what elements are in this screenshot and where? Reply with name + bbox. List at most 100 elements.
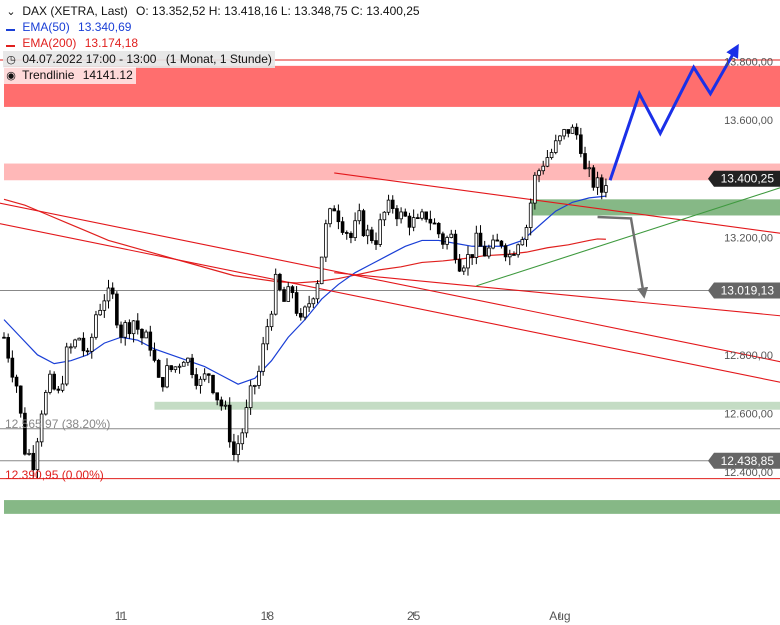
candle-body-69 <box>290 286 295 293</box>
candle-body-73 <box>307 303 311 308</box>
candle-body-43 <box>181 361 186 367</box>
legend-period-row: ◷ 04.07.2022 17:00 - 13:00 (1 Monat, 1 S… <box>3 50 423 68</box>
candle-body-10 <box>44 391 48 415</box>
candle-body-100 <box>420 211 424 219</box>
clock-icon: ◷ <box>6 53 16 66</box>
candle-body-83 <box>349 232 353 239</box>
candle-body-1 <box>6 337 10 359</box>
candle-body-29 <box>123 322 128 338</box>
price-tag-label-2: 12.438,85 <box>721 454 775 468</box>
zone-band-1 <box>4 163 780 181</box>
fibonacci-labels: 12.565,97 (38.20%) 12.390,95 (0.00%) <box>5 417 110 482</box>
candle-body-66 <box>278 273 282 290</box>
candle-body-97 <box>407 215 412 228</box>
candle-body-95 <box>399 211 403 220</box>
candle-body-53 <box>223 404 228 407</box>
candle-body-85 <box>357 210 362 222</box>
candle-body-28 <box>119 324 123 338</box>
trendline-label: Trendlinie <box>22 67 75 82</box>
trendlines <box>0 172 780 383</box>
period-note: (1 Monat, 1 Stunde) <box>165 51 272 66</box>
candle-body-30 <box>127 322 132 335</box>
candle-body-84 <box>353 220 357 239</box>
candle-body-17 <box>73 339 77 348</box>
candle-body-61 <box>257 370 261 386</box>
candle-body-144 <box>604 185 608 193</box>
candle-body-127 <box>533 174 537 204</box>
candle-body-23 <box>98 309 102 316</box>
candle-body-121 <box>507 254 512 258</box>
y-tick-label-0: 12.400,00 <box>724 467 773 479</box>
candle-body-122 <box>512 254 516 256</box>
candle-body-139 <box>583 153 587 170</box>
candle-body-120 <box>503 245 508 258</box>
candle-body-126 <box>528 202 533 228</box>
candle-body-60 <box>252 385 257 387</box>
y-tick-label-3: 13.200,00 <box>724 232 773 244</box>
candle-body-132 <box>553 140 558 153</box>
price-tag-bg-2 <box>708 452 780 469</box>
ema200-swatch-icon <box>6 45 15 47</box>
candle-body-38 <box>161 376 165 388</box>
date-axis: 11 18 25 Aug <box>115 609 571 623</box>
price-axis: 12.400,00 12.600,00 12.800,00 13.200,00 13.6… <box>724 56 773 479</box>
candle-body-70 <box>294 292 299 314</box>
candle-body-74 <box>311 298 316 305</box>
candle-body-138 <box>579 134 583 154</box>
candle-body-3 <box>14 376 19 387</box>
candle-body-102 <box>428 218 433 224</box>
candle-body-86 <box>361 210 366 237</box>
ema200-label: EMA(200) <box>22 36 77 50</box>
candle-body-9 <box>39 413 44 443</box>
candle-body-90 <box>378 219 382 245</box>
candle-body-21 <box>89 336 94 352</box>
candle-body-47 <box>198 378 203 386</box>
candle-body-79 <box>332 208 337 212</box>
candle-body-105 <box>441 233 445 245</box>
candle-body-42 <box>177 365 182 368</box>
candle-body-8 <box>35 441 40 471</box>
y-tick-label-2: 12.800,00 <box>724 350 773 362</box>
candle-body-68 <box>286 286 291 302</box>
legend-ema50-row: EMA(50) 13.340,69 <box>3 19 423 35</box>
candle-body-137 <box>574 126 579 136</box>
candle-body-26 <box>110 287 115 295</box>
x-tick-label-0: 11 <box>115 609 128 623</box>
candle-body-2 <box>10 357 15 378</box>
ema200-line <box>3 198 606 284</box>
candle-body-32 <box>135 320 140 330</box>
candle-body-50 <box>211 374 215 394</box>
trendline-3 <box>334 272 780 317</box>
candle-body-103 <box>432 222 437 225</box>
candle-body-106 <box>445 237 449 245</box>
candle-body-94 <box>395 208 399 220</box>
candle-body-67 <box>282 289 286 302</box>
ema50-swatch-icon <box>6 29 15 31</box>
ohlc-values: O: 13.352,52 H: 13.418,16 L: 13.348,75 C… <box>136 3 420 18</box>
x-tick-label-1: 18 <box>261 609 275 623</box>
chart-legend: ⌄ DAX (XETRA, Last) O: 13.352,52 H: 13.4… <box>3 2 423 84</box>
candle-body-124 <box>520 239 525 246</box>
candle-body-58 <box>244 407 249 434</box>
candle-body-45 <box>190 357 194 376</box>
candle-body-13 <box>56 388 61 391</box>
candle-body-141 <box>591 167 596 188</box>
ema200-value: 13.174,18 <box>84 36 139 50</box>
legend-ema200-row: EMA(200) 13.174,18 <box>3 35 423 51</box>
chevron-icon[interactable]: ⌄ <box>6 5 16 18</box>
candle-body-80 <box>336 210 341 223</box>
price-tags: 13.400,25 13.019,13 12.438,85 <box>708 170 780 469</box>
price-tag-bg-1 <box>708 282 780 299</box>
candle-body-5 <box>23 412 27 455</box>
candle-body-77 <box>324 223 328 258</box>
candle-body-63 <box>265 326 270 345</box>
candle-body-4 <box>18 385 23 414</box>
candle-body-27 <box>115 293 119 326</box>
candle-body-110 <box>461 267 466 272</box>
candle-body-93 <box>390 199 395 209</box>
candle-body-112 <box>470 254 474 258</box>
candle-body-55 <box>232 441 236 456</box>
candle-body-98 <box>411 217 416 228</box>
scenario-arrows <box>597 43 739 299</box>
